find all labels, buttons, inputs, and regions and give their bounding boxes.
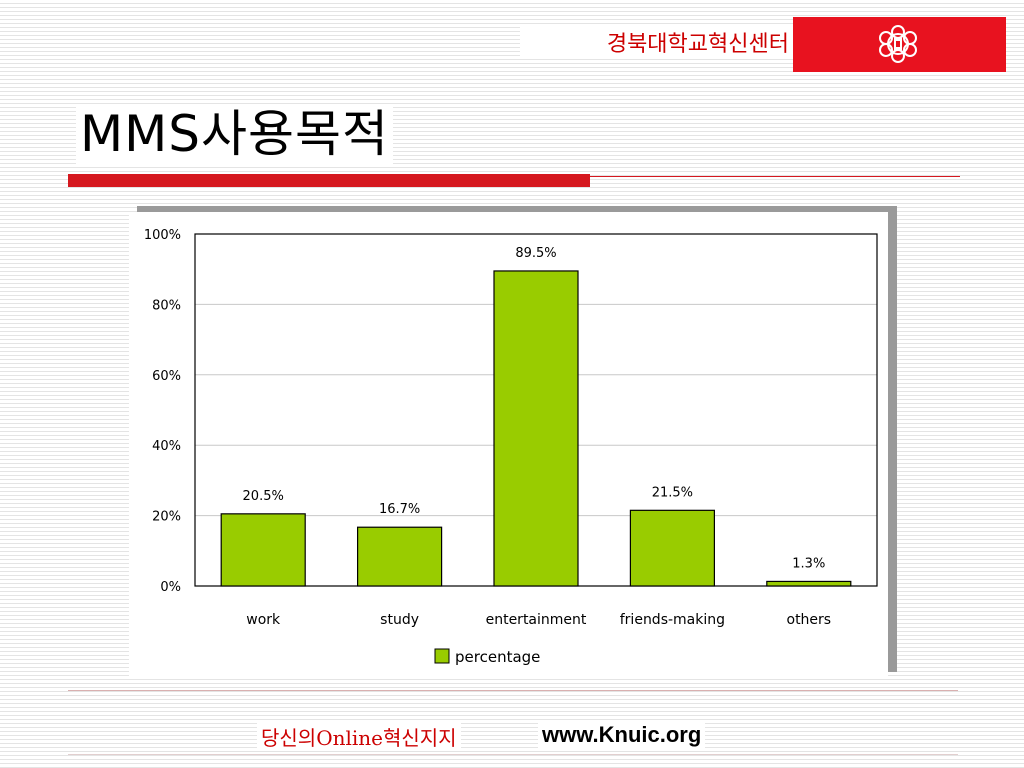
bar-entertainment bbox=[493, 270, 579, 587]
y-tick-label: 80% bbox=[152, 298, 181, 313]
bar-friends-making bbox=[629, 509, 715, 587]
x-tick-label: others bbox=[787, 612, 832, 628]
university-emblem-icon bbox=[879, 25, 917, 63]
x-tick-label: entertainment bbox=[486, 612, 587, 628]
bar-chart: 0% 20% 40% 60% 80% 100% 20.5% work 16.7% study 89.… bbox=[144, 228, 878, 666]
legend-label: percentage bbox=[455, 648, 540, 666]
bar-others bbox=[766, 580, 852, 587]
logo-banner bbox=[793, 17, 1006, 72]
footer-divider-bottom bbox=[68, 754, 958, 755]
title-rule-thick bbox=[68, 174, 590, 187]
data-label: 1.3% bbox=[792, 556, 825, 571]
bar-work bbox=[220, 513, 306, 587]
y-tick-label: 100% bbox=[144, 228, 181, 243]
y-tick-label: 0% bbox=[160, 580, 181, 595]
x-tick-label: friends-making bbox=[620, 612, 725, 628]
legend-swatch bbox=[434, 648, 450, 664]
footer-divider bbox=[68, 690, 958, 691]
chart-panel: 0% 20% 40% 60% 80% 100% 20.5% work 16.7% study 89.… bbox=[129, 212, 888, 678]
title-rule-thin bbox=[590, 176, 960, 177]
org-name: 경북대학교혁신센터 bbox=[520, 26, 793, 58]
footer-slogan: 당신의Online혁신지지 bbox=[257, 722, 461, 751]
data-label: 20.5% bbox=[243, 489, 284, 504]
y-tick-label: 60% bbox=[152, 369, 181, 384]
y-tick-label: 40% bbox=[152, 439, 181, 454]
data-label: 89.5% bbox=[515, 246, 556, 261]
bar-study bbox=[357, 526, 443, 587]
page-title: MMS사용목적 bbox=[76, 104, 394, 164]
y-tick-label: 20% bbox=[152, 510, 181, 525]
data-label: 21.5% bbox=[652, 485, 693, 500]
footer-url[interactable]: www.Knuic.org bbox=[538, 722, 706, 748]
x-tick-label: work bbox=[246, 612, 281, 628]
x-tick-label: study bbox=[380, 612, 419, 628]
data-label: 16.7% bbox=[379, 502, 420, 517]
